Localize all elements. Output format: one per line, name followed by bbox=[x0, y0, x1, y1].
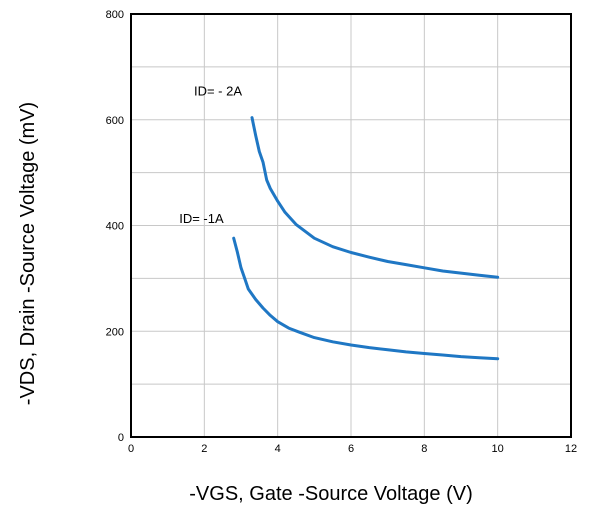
y-tick-label: 400 bbox=[106, 221, 124, 233]
grid bbox=[131, 14, 571, 437]
series-line-2 bbox=[232, 236, 500, 361]
x-tick-label: 8 bbox=[421, 443, 427, 455]
y-axis-title: -VDS, Drain -Source Voltage (mV) bbox=[17, 102, 39, 405]
series-lines bbox=[232, 116, 500, 361]
x-tick-label: 2 bbox=[201, 443, 207, 455]
y-tick-label: 600 bbox=[106, 115, 124, 127]
y-tick-label: 0 bbox=[118, 432, 124, 444]
y-tick-label: 200 bbox=[106, 326, 124, 338]
y-tick-labels: 0 200 400 600 800 bbox=[106, 9, 124, 444]
x-tick-label: 12 bbox=[565, 443, 577, 455]
plot-frame bbox=[130, 13, 572, 438]
x-tick-label: 6 bbox=[348, 443, 354, 455]
series-label-1: ID= - 2A bbox=[194, 84, 242, 99]
x-tick-label: 10 bbox=[492, 443, 504, 455]
series-line-1 bbox=[250, 116, 500, 279]
x-tick-label: 0 bbox=[128, 443, 134, 455]
x-axis-title: -VGS, Gate -Source Voltage (V) bbox=[189, 483, 472, 505]
series-label-2: ID= -1A bbox=[179, 211, 224, 226]
series-labels: ID= - 2A ID= -1A bbox=[179, 84, 242, 227]
y-tick-label: 800 bbox=[106, 9, 124, 21]
x-tick-label: 4 bbox=[275, 443, 281, 455]
x-tick-labels: 0 2 4 6 8 10 12 bbox=[128, 443, 577, 455]
